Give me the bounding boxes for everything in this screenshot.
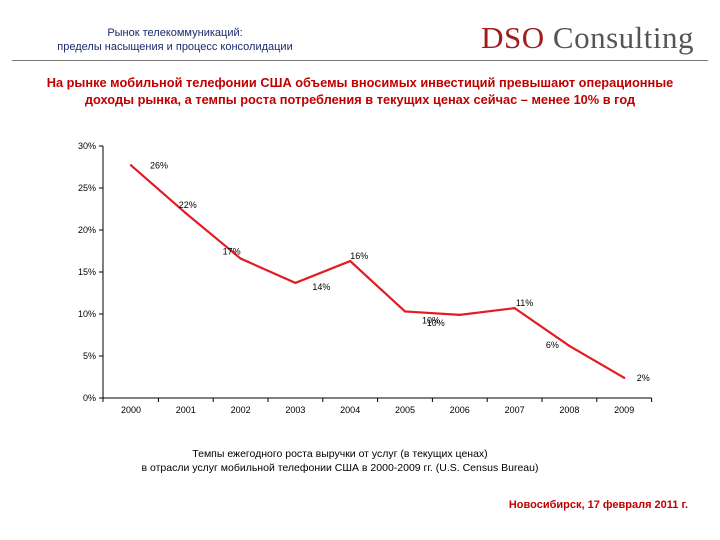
data-label: 10% (422, 315, 440, 325)
slide-headline-line1: На рынке мобильной телефонии США объемы … (46, 75, 674, 90)
y-tick-label: 5% (83, 351, 96, 361)
data-point (513, 306, 516, 310)
y-tick-label: 0% (83, 393, 96, 403)
data-label: 14% (312, 282, 330, 292)
presentation-title: Рынок телекоммуникаций: пределы насыщени… (20, 26, 330, 54)
y-tick-label: 15% (78, 267, 96, 277)
x-tick-label: 2005 (395, 405, 415, 415)
data-label: 17% (223, 247, 241, 257)
data-point (458, 313, 461, 317)
data-label: 10% (427, 318, 445, 328)
data-label: 6% (546, 340, 559, 350)
logo-dso-text: DSO (481, 20, 545, 55)
series-line (130, 164, 625, 379)
data-point (239, 257, 242, 260)
slide-headline-line2: доходы рынка, а темпы роста потребления … (84, 92, 636, 107)
x-tick-label: 2002 (231, 405, 251, 415)
presentation-title-line1: Рынок телекоммуникаций: (107, 27, 243, 39)
x-tick-label: 2008 (559, 405, 579, 415)
data-point (623, 376, 626, 380)
chart-caption-line1: Темпы ежегодного роста выручки от услуг … (192, 448, 488, 460)
data-label: 11% (516, 298, 533, 308)
data-label: 16% (350, 251, 368, 261)
x-tick-label: 2009 (614, 405, 634, 415)
x-tick-label: 2004 (340, 405, 360, 415)
footer-date: Новосибирск, 17 февраля 2011 г. (508, 499, 688, 511)
data-label: 2% (637, 373, 650, 383)
dso-consulting-logo: DSO Consulting (481, 20, 694, 56)
chart-caption: Темпы ежегодного роста выручки от услуг … (80, 447, 600, 475)
data-point (349, 259, 352, 263)
data-point (184, 212, 187, 215)
data-point (294, 281, 297, 285)
data-label: 22% (179, 200, 197, 210)
chart-caption-line2: в отрасли услуг мобильной телефонии США … (141, 462, 539, 474)
x-tick-label: 2000 (121, 405, 141, 415)
header-divider (12, 60, 708, 61)
x-tick-label: 2003 (285, 405, 305, 415)
data-point (403, 310, 407, 313)
logo-consulting-text: Consulting (552, 20, 694, 55)
y-tick-label: 10% (78, 309, 96, 319)
x-tick-label: 2007 (505, 405, 525, 415)
x-tick-label: 2006 (450, 405, 470, 415)
presentation-title-line2: пределы насыщения и процесс консолидации (57, 41, 293, 53)
data-point (129, 164, 133, 167)
slide-headline: На рынке мобильной телефонии США объемы … (10, 74, 710, 108)
data-point (568, 344, 571, 348)
y-tick-label: 20% (78, 225, 96, 235)
y-tick-label: 25% (78, 183, 96, 193)
y-tick-label: 30% (78, 141, 96, 151)
x-tick-label: 2001 (176, 405, 196, 415)
data-label: 26% (150, 160, 168, 170)
